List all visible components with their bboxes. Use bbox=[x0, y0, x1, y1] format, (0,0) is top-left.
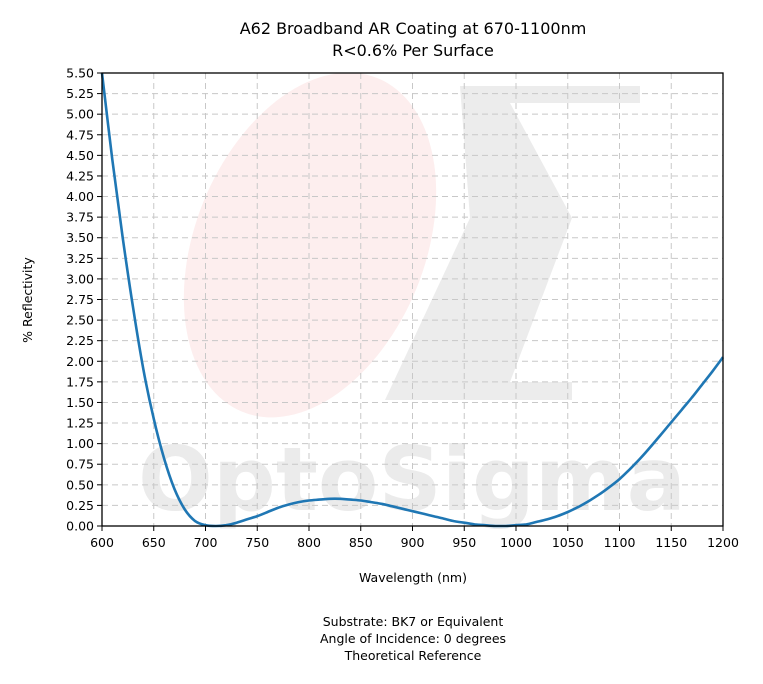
x-tick-label: 600 bbox=[90, 535, 114, 550]
x-tick-label: 1000 bbox=[500, 535, 532, 550]
footer-angle: Angle of Incidence: 0 degrees bbox=[320, 631, 506, 646]
y-tick-label: 0.50 bbox=[66, 477, 94, 492]
footer-reference: Theoretical Reference bbox=[344, 648, 482, 663]
watermark-ellipse-shape bbox=[183, 72, 437, 418]
chart-title: A62 Broadband AR Coating at 670-1100nm bbox=[240, 19, 587, 38]
y-tick-label: 5.50 bbox=[66, 66, 94, 81]
y-tick-label: 0.25 bbox=[66, 498, 94, 513]
y-axis-label: % Reflectivity bbox=[20, 257, 35, 343]
x-tick-label: 1200 bbox=[707, 535, 739, 550]
y-tick-label: 1.50 bbox=[66, 395, 94, 410]
y-tick-label: 0.00 bbox=[66, 519, 94, 534]
y-tick-label: 3.75 bbox=[66, 210, 94, 225]
x-tick-label: 700 bbox=[194, 535, 218, 550]
watermark-sigma-shape bbox=[385, 86, 640, 400]
x-tick-label: 1100 bbox=[604, 535, 636, 550]
y-tick-label: 3.50 bbox=[66, 230, 94, 245]
y-axis-ticks: 0.00 0.25 0.50 0.75 1.00 1.25 1.50 1.75 2.00 2.25… bbox=[66, 66, 102, 534]
x-tick-label: 1150 bbox=[655, 535, 687, 550]
y-tick-label: 4.25 bbox=[66, 168, 94, 183]
x-tick-label: 750 bbox=[245, 535, 269, 550]
y-tick-label: 1.00 bbox=[66, 436, 94, 451]
series-line bbox=[100, 72, 725, 528]
y-tick-label: 2.25 bbox=[66, 333, 94, 348]
chart-subtitle: R<0.6% Per Surface bbox=[332, 41, 494, 60]
y-tick-label: 5.25 bbox=[66, 86, 94, 101]
y-tick-label: 3.25 bbox=[66, 251, 94, 266]
x-axis-ticks: 600 650 700 750 800 850 900 950 1000 1050 1100 1150… bbox=[90, 526, 739, 550]
x-tick-label: 800 bbox=[297, 535, 321, 550]
y-tick-label: 1.75 bbox=[66, 374, 94, 389]
y-tick-label: 4.50 bbox=[66, 148, 94, 163]
y-tick-label: 4.75 bbox=[66, 127, 94, 142]
x-axis-label: Wavelength (nm) bbox=[359, 570, 467, 585]
x-tick-label: 900 bbox=[401, 535, 425, 550]
watermark-logo: OptoSigma bbox=[138, 72, 686, 531]
x-tick-label: 950 bbox=[452, 535, 476, 550]
footer-substrate: Substrate: BK7 or Equivalent bbox=[323, 614, 504, 629]
x-tick-label: 650 bbox=[142, 535, 166, 550]
y-tick-label: 2.75 bbox=[66, 292, 94, 307]
y-tick-label: 0.75 bbox=[66, 457, 94, 472]
y-tick-label: 1.25 bbox=[66, 416, 94, 431]
y-tick-label: 2.00 bbox=[66, 354, 94, 369]
y-tick-label: 2.50 bbox=[66, 313, 94, 328]
y-tick-label: 5.00 bbox=[66, 107, 94, 122]
x-tick-label: 1050 bbox=[552, 535, 584, 550]
x-tick-label: 850 bbox=[349, 535, 373, 550]
y-tick-label: 4.00 bbox=[66, 189, 94, 204]
y-tick-label: 3.00 bbox=[66, 271, 94, 286]
